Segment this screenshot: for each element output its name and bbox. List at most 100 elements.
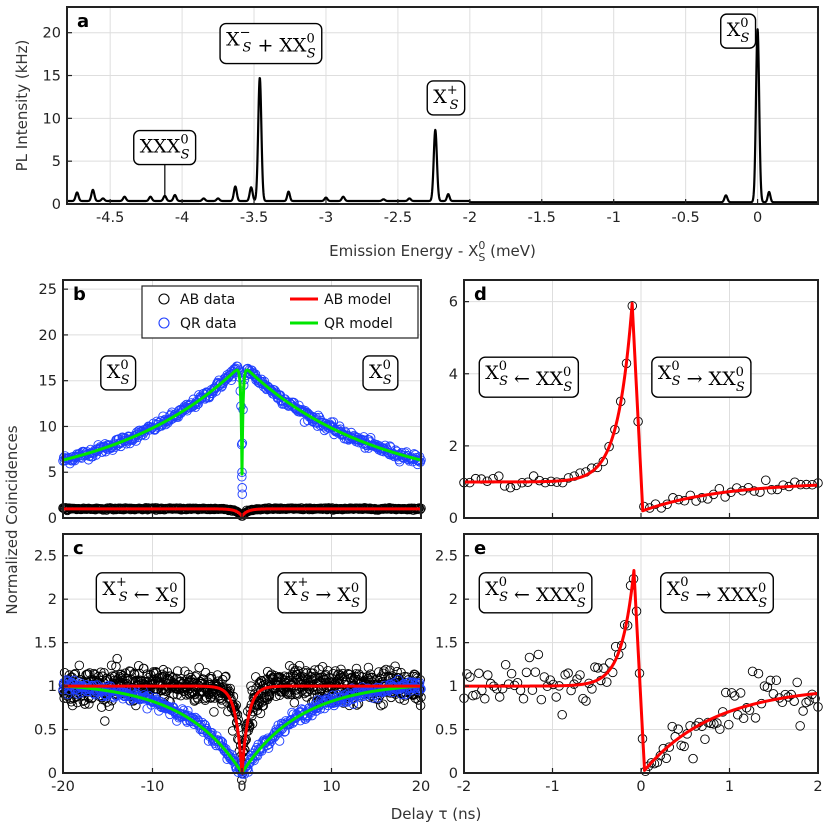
ab-data-point (209, 707, 219, 717)
xlabel-sup: 0 (478, 239, 485, 252)
annotation-part: X (667, 578, 681, 600)
annotation-sub: S (450, 98, 459, 113)
annotation-part: → X (309, 584, 351, 606)
annotation-text: X0 S (369, 358, 392, 388)
annotation-sub: S (672, 374, 681, 389)
annotation-sub: S (577, 596, 586, 611)
coincidence-data-point (732, 483, 742, 493)
ab-data-point (298, 667, 309, 678)
annotation-text: XXX0 S (140, 133, 190, 163)
coincidence-data-point (766, 485, 777, 495)
ab-data-point (139, 663, 149, 674)
y-tick-label: 15 (43, 69, 61, 85)
coincidence-data-point (505, 482, 516, 493)
qr-data-point (367, 693, 378, 703)
x-tick-label: -3 (319, 210, 333, 226)
data-layer (58, 28, 823, 785)
annotation-sup: 0 (383, 358, 391, 373)
y-tick-label: 20 (39, 328, 57, 344)
x-axis-label-a: Emission Energy - X0 S (meV) (329, 239, 536, 264)
x-tick-label: -1 (545, 779, 559, 795)
coincidence-data-point (661, 753, 672, 764)
coincidence-data-point (530, 667, 541, 677)
coincidence-data-point (503, 679, 514, 689)
annotation-box (277, 572, 367, 614)
y-tick-label: 0 (449, 766, 458, 782)
coincidence-data-point (483, 670, 493, 680)
ab-data-point (413, 695, 423, 705)
annotation-sup: + (116, 575, 127, 590)
coincidence-data-point (486, 678, 496, 689)
annotation-box (95, 572, 186, 614)
y-tick-label: 15 (39, 374, 57, 390)
ab-data-point (217, 699, 227, 709)
qr-data-point (274, 736, 285, 746)
annotation-sup: + (447, 83, 458, 98)
shared-xlabel: Delay τ (ns) (391, 805, 482, 823)
x-tick-label: -4 (175, 210, 189, 226)
annotation-sub: S (300, 590, 309, 605)
ab-data-point (84, 699, 94, 709)
x-tick-label: -2 (457, 779, 471, 795)
ab-data-point (323, 665, 333, 676)
coincidence-data-point (771, 675, 782, 685)
annotation-part: X (284, 578, 298, 600)
coincidence-data-point (729, 691, 740, 701)
coincidence-data-point (715, 724, 725, 734)
ab-data-point (334, 669, 344, 679)
annotation-text: X+ S ← X0 S (102, 575, 178, 611)
ab-data-point (392, 666, 402, 677)
annotation-sup: 0 (306, 32, 314, 47)
xlabel-unit: (meV) (485, 242, 536, 260)
x-tick-label: -3.5 (240, 210, 268, 226)
annotation-part: X (485, 362, 499, 384)
coincidence-data-point (599, 663, 609, 673)
x-tick-label: 0 (636, 779, 645, 795)
coincidence-data-point (491, 684, 502, 694)
annotation-sub: S (243, 41, 252, 56)
legend-marker (158, 293, 170, 305)
y-tick-label: 4 (449, 367, 458, 383)
y-axis-label-a: PL Intensity (kHz) (13, 40, 31, 172)
y-tick-label: 0 (52, 197, 61, 213)
coincidence-data-point (664, 742, 675, 752)
annotation-part: X (107, 361, 121, 383)
annotation-box (100, 355, 137, 391)
x-tick-label: -4.5 (96, 210, 124, 226)
coincidence-data-point (724, 719, 734, 730)
annotation-sub: S (681, 590, 690, 605)
ab-data-point (74, 660, 85, 671)
annotation-sub: S (181, 148, 190, 163)
annotation-text: X0 S (727, 16, 750, 46)
x-tick-label: -0.5 (671, 210, 699, 226)
coincidence-data-point (786, 689, 796, 700)
annotation-part: ← XXX (508, 584, 577, 606)
coincidence-data-point (667, 721, 677, 732)
coincidence-data-point (747, 666, 758, 677)
annotation-sup: + (298, 575, 309, 590)
ab-data-point (217, 674, 228, 685)
y-tick-label: 25 (39, 282, 57, 298)
axes-layer (62, 6, 819, 774)
ab-data-point (106, 660, 117, 671)
qr-data-point (69, 675, 79, 686)
qr-data-point (401, 689, 411, 700)
annotation-box (651, 356, 752, 398)
coincidence-data-point (685, 490, 696, 501)
coincidence-data-point (798, 706, 808, 716)
panel-frame-a (66, 6, 819, 205)
ab-data-point (104, 701, 114, 711)
annotation-sup: − (240, 26, 251, 41)
coincidence-data-point (765, 675, 776, 686)
annotation-part: → XX (681, 368, 737, 390)
panel-frame-c (62, 533, 422, 774)
annotation-part: X (433, 86, 447, 108)
ab-data-point (246, 681, 256, 691)
annotation-box (660, 572, 774, 614)
annotation-sup: 0 (499, 575, 507, 590)
annotation-part: X (727, 19, 741, 41)
annotation-text: X0 S → XX0 S (658, 359, 745, 395)
cascade-annotation: X0 S ← XX0 S (478, 356, 580, 398)
panel-label-e: e (474, 538, 486, 559)
ab-data-point (111, 661, 121, 672)
